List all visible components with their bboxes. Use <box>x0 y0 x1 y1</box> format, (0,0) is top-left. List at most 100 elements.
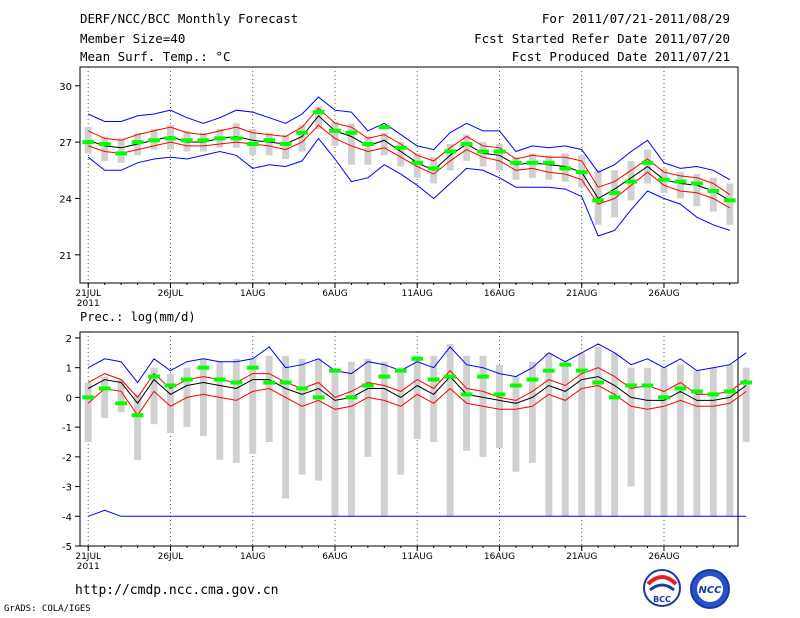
temp-x-year-label: 2011 <box>77 299 100 309</box>
prec-x-year-label: 2011 <box>77 562 100 572</box>
temp-range-bar <box>347 123 355 165</box>
temp-observed-mark <box>115 151 127 156</box>
temp-observed-mark <box>723 198 736 203</box>
prec-range-bar <box>594 346 602 517</box>
temp-range-bar <box>512 157 520 180</box>
temp-range-bar <box>397 142 405 167</box>
prec-range-bar <box>216 361 224 460</box>
prec-range-bar <box>347 361 355 517</box>
prec-observed-mark <box>510 383 522 388</box>
temp-observed-mark <box>707 188 720 193</box>
ncc-logo-text: NCC <box>698 585 722 596</box>
website-url[interactable]: http://cmdp.ncc.cma.gov.cn <box>75 583 279 598</box>
prec-x-tick-label: 21JUL <box>75 552 101 562</box>
precip-panel-title: Prec.: log(mm/d) <box>80 310 196 324</box>
temp-observed-mark <box>394 145 407 150</box>
temp-observed-mark <box>575 170 588 175</box>
temp-x-tick-label: 11AUG <box>402 289 433 299</box>
prec-observed-mark <box>246 365 259 370</box>
temp-line-max <box>87 96 731 181</box>
prec-observed-mark <box>444 374 456 379</box>
prec-observed-mark <box>148 374 160 379</box>
prec-observed-mark <box>197 365 210 370</box>
prec-range-bar <box>611 352 619 517</box>
temp-range-bar <box>545 155 553 180</box>
prec-y-tick-label: 2 <box>66 334 72 345</box>
temp-line-lower <box>88 124 731 209</box>
temp-observed-mark <box>526 160 539 165</box>
fcst-started-date: Fcst Started Refer Date 2011/07/20 <box>474 31 730 46</box>
temp-observed-mark <box>460 142 473 147</box>
prec-range-bar <box>660 367 668 517</box>
prec-observed-mark <box>559 362 572 367</box>
prec-observed-mark <box>411 356 424 361</box>
prec-observed-mark <box>460 392 473 397</box>
chart-title: DERF/NCC/BCC Monthly Forecast <box>80 11 299 26</box>
prec-observed-mark <box>362 383 374 388</box>
prec-observed-mark <box>312 395 325 400</box>
prec-observed-mark <box>723 389 736 394</box>
temp-observed-mark <box>691 181 703 186</box>
temp-observed-mark <box>510 160 522 165</box>
prec-observed-mark <box>378 374 391 379</box>
temp-observed-mark <box>82 140 95 145</box>
prec-x-tick-label: 21AUG <box>566 552 597 562</box>
temp-range-bar <box>693 174 701 206</box>
temp-range-bar <box>446 144 454 171</box>
prec-observed-mark <box>658 395 670 400</box>
temp-observed-mark <box>345 130 358 135</box>
prec-observed-mark <box>641 383 654 388</box>
prec-observed-mark <box>98 386 111 391</box>
prec-range-bar <box>298 358 306 475</box>
temp-range-bar <box>331 121 339 146</box>
temp-observed-mark <box>329 128 341 133</box>
prec-x-tick-label: 26AUG <box>648 552 679 562</box>
temp-range-bar <box>232 123 240 148</box>
prec-range-bar <box>282 355 290 499</box>
temp-range-bar <box>315 106 322 129</box>
prec-observed-mark <box>181 377 193 382</box>
temp-observed-mark <box>378 125 391 130</box>
temp-observed-mark <box>674 179 687 184</box>
temp-x-tick-label: 21AUG <box>566 289 597 299</box>
temp-observed-mark <box>658 177 670 182</box>
temp-range-bar <box>496 144 503 171</box>
temp-range-bar <box>726 183 734 225</box>
prec-y-tick-label: 1 <box>66 364 72 375</box>
prec-observed-mark <box>213 377 226 382</box>
temp-observed-mark <box>263 138 276 143</box>
temp-x-tick-label: 1AUG <box>240 289 265 299</box>
temp-range-bar <box>265 132 273 156</box>
prec-y-tick-label: -4 <box>62 512 72 523</box>
prec-observed-mark <box>427 377 440 382</box>
prec-range-bar <box>446 343 454 517</box>
prec-range-bar <box>249 358 257 454</box>
temp-observed-mark <box>559 166 572 171</box>
prec-range-bar <box>364 358 372 457</box>
prec-range-bar <box>413 355 421 439</box>
temp-observed-mark <box>164 136 177 141</box>
prec-observed-mark <box>592 380 605 385</box>
prec-panel: 21JUL 26JUL 1AUG 6AUG 11AUG 16AUG 21AUG 26AUG20… <box>62 331 753 572</box>
temp-frame <box>79 66 739 284</box>
temp-range-bar <box>298 125 306 152</box>
temp-range-bar <box>117 138 125 163</box>
prec-observed-mark <box>345 395 358 400</box>
prec-observed-mark <box>164 383 177 388</box>
prec-range-bar <box>561 361 569 517</box>
prec-line-mean <box>87 375 747 405</box>
prec-observed-mark <box>131 413 144 418</box>
temp-range-bar <box>709 177 717 212</box>
forecast-period: For 2011/07/21-2011/08/29 <box>541 11 730 26</box>
temp-observed-mark <box>427 166 440 171</box>
bcc-logo: BCC <box>643 569 681 607</box>
prec-range-bar <box>101 376 109 419</box>
temp-x-tick-label: 21JUL <box>75 289 101 299</box>
prec-range-bar <box>644 367 651 517</box>
temp-y-tick-label: 24 <box>59 194 72 205</box>
grads-credit: GrADS: COLA/IGES <box>4 604 91 614</box>
temp-range-bar <box>364 136 372 165</box>
prec-observed-mark <box>740 380 753 385</box>
prec-y-tick-label: -2 <box>62 453 72 464</box>
